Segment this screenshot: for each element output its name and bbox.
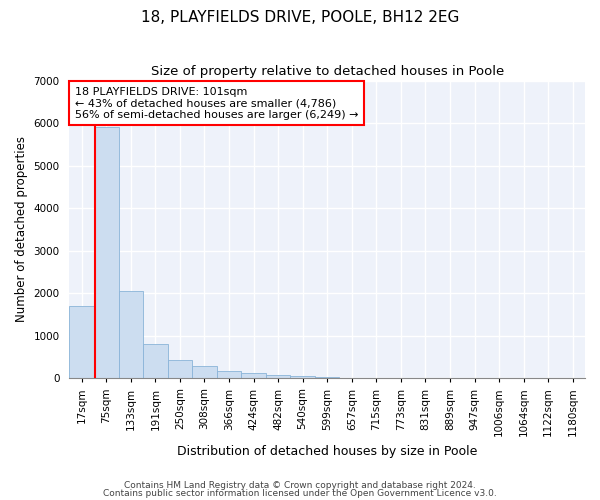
Y-axis label: Number of detached properties: Number of detached properties [15, 136, 28, 322]
Bar [70, 306, 94, 378]
Bar [266, 375, 290, 378]
Bar [167, 360, 192, 378]
Text: 18 PLAYFIELDS DRIVE: 101sqm
← 43% of detached houses are smaller (4,786)
56% of : 18 PLAYFIELDS DRIVE: 101sqm ← 43% of det… [74, 86, 358, 120]
Bar [217, 370, 241, 378]
Bar [94, 128, 119, 378]
Title: Size of property relative to detached houses in Poole: Size of property relative to detached ho… [151, 65, 504, 78]
X-axis label: Distribution of detached houses by size in Poole: Distribution of detached houses by size … [177, 444, 478, 458]
Text: 18, PLAYFIELDS DRIVE, POOLE, BH12 2EG: 18, PLAYFIELDS DRIVE, POOLE, BH12 2EG [141, 10, 459, 25]
Bar [315, 377, 340, 378]
Bar [290, 376, 315, 378]
Bar [143, 344, 167, 378]
Bar [192, 366, 217, 378]
Text: Contains HM Land Registry data © Crown copyright and database right 2024.: Contains HM Land Registry data © Crown c… [124, 481, 476, 490]
Bar [119, 291, 143, 378]
Bar [241, 374, 266, 378]
Text: Contains public sector information licensed under the Open Government Licence v3: Contains public sector information licen… [103, 488, 497, 498]
